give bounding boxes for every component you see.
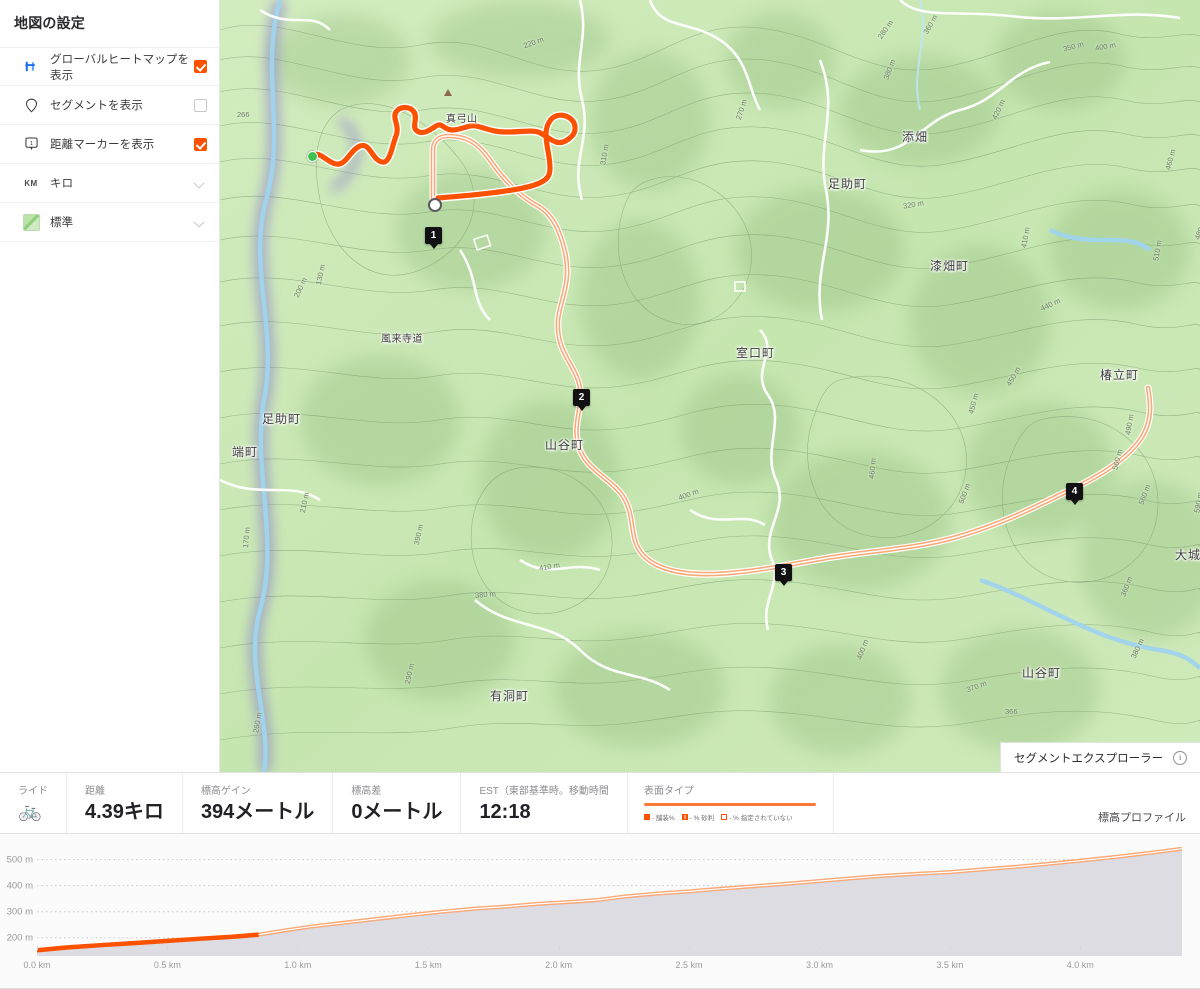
- stat-estimated-time: EST（東部基準時。移動時間 12:18: [461, 773, 628, 833]
- map-terrain-canvas: [220, 0, 1200, 772]
- chart-x-tick-label: 3.0 km: [805, 960, 833, 970]
- chart-x-tick-label: 2.5 km: [675, 960, 703, 970]
- statsbar-spacer: [834, 773, 1098, 833]
- chart-y-tick-label: 300 m: [6, 906, 33, 918]
- route-waypoint-handle[interactable]: [428, 198, 442, 212]
- sidebar-item-units[interactable]: KM キロ: [0, 164, 219, 203]
- global-heatmap-checkbox[interactable]: [194, 60, 207, 73]
- elevation-profile-chart[interactable]: 200 m 300 m 400 m 500 m 0.0 km 0.5 km 1.0 km 1…: [0, 834, 1200, 989]
- km-marker-3[interactable]: 3: [775, 564, 792, 586]
- legend-item-paved: - 舗装%: [643, 812, 675, 822]
- pin-icon: [18, 98, 44, 113]
- chart-x-tick: [37, 946, 38, 950]
- heatmap-icon: [18, 59, 44, 74]
- chart-x-tick: [949, 946, 951, 950]
- elevation-line-paved: [36, 932, 259, 953]
- legend-label: - 舗装%: [651, 815, 675, 822]
- chart-y-tick-label: 200 m: [6, 932, 33, 944]
- chart-x-tick: [558, 946, 560, 950]
- stat-label: ライド: [18, 786, 48, 797]
- sidebar-item-label: キロ: [50, 178, 74, 190]
- settings-list: グローバルヒートマップを表示 セグメントを表示 1: [0, 47, 219, 242]
- chart-x-tick: [819, 946, 821, 950]
- chart-x-tick-label: 3.5 km: [936, 960, 964, 970]
- sidebar-item-segments[interactable]: セグメントを表示: [0, 86, 219, 125]
- stat-activity-type: ライド 🚲: [0, 773, 67, 833]
- sidebar-item-global-heatmap[interactable]: グローバルヒートマップを表示: [0, 47, 219, 86]
- stat-label: 標高ゲイン: [200, 786, 251, 797]
- activity-stats-bar: ライド 🚲 距離 4.39キロ 標高ゲイン 394メートル 標高差 0メートル …: [0, 772, 1200, 834]
- sidebar-item-label: 標準: [50, 217, 74, 229]
- stat-label: 標高差: [351, 786, 382, 797]
- chart-x-tick: [428, 946, 430, 950]
- route-line-paved: [308, 103, 579, 202]
- elevation-profile-title: 標高プロファイル: [1098, 812, 1186, 824]
- elevation-series-svg: [36, 846, 1183, 956]
- segment-explorer-label: セグメントエクスプローラー: [1014, 752, 1164, 765]
- chevron-down-icon[interactable]: [193, 176, 207, 190]
- stat-value: 394メートル: [200, 801, 315, 823]
- map-style-icon: [18, 213, 44, 231]
- unknown-swatch-icon: [721, 814, 728, 820]
- chart-x-tick: [167, 946, 169, 950]
- surface-type-bar: [643, 803, 816, 806]
- stat-value: 12:18: [479, 801, 531, 823]
- gravel-swatch-icon: [681, 814, 688, 820]
- chart-x-tick: [297, 946, 299, 950]
- stat-elevation-difference: 標高差 0メートル: [333, 773, 462, 833]
- km-marker-1[interactable]: 1: [425, 227, 442, 249]
- chart-x-tick-label: 2.0 km: [545, 960, 573, 970]
- svg-text:1: 1: [29, 141, 32, 147]
- chart-plot-area: [36, 844, 1183, 956]
- page-title: 地図の設定: [14, 15, 85, 31]
- chart-x-tick-label: 0.5 km: [153, 960, 181, 970]
- chart-x-tick-label: 1.5 km: [414, 960, 442, 970]
- paved-swatch-icon: [643, 814, 650, 820]
- surface-type-legend: - 舗装% - % 砂利 - % 指定されていない: [643, 812, 817, 822]
- legend-item-gravel: - % 砂利: [681, 812, 715, 822]
- map-settings-sidebar: 地図の設定 グローバルヒートマップを表示: [0, 0, 220, 772]
- segments-checkbox[interactable]: [194, 98, 207, 112]
- chart-x-tick-label: 4.0 km: [1066, 960, 1094, 970]
- stat-distance: 距離 4.39キロ: [67, 773, 183, 833]
- bike-icon: 🚲: [18, 801, 42, 822]
- km-marker-4[interactable]: 4: [1066, 483, 1083, 505]
- km-icon: KM: [24, 178, 38, 188]
- surface-type-panel: 表面タイプ - 舗装% - % 砂利 - % 指定されていない: [628, 773, 834, 833]
- map-viewport[interactable]: 真弓山 添畑 足助町 漆畑町 椿立町 室口町 山谷町 足助町 端町 風来寺道 有洞町 大城 山谷町 22…: [220, 0, 1200, 772]
- segment-explorer-button[interactable]: セグメントエクスプローラー i: [1000, 742, 1200, 772]
- sidebar-item-label: 距離マーカーを表示: [50, 139, 155, 151]
- stat-label: EST（東部基準時。移動時間: [479, 786, 609, 797]
- sidebar-item-map-style[interactable]: 標準: [0, 203, 219, 242]
- distance-markers-checkbox[interactable]: [194, 137, 207, 151]
- peak-triangle-icon: [444, 89, 452, 96]
- chart-y-tick-label: 400 m: [6, 880, 33, 892]
- chart-x-tick: [689, 946, 691, 950]
- chevron-down-icon[interactable]: [193, 215, 207, 229]
- surface-type-title: 表面タイプ: [643, 786, 694, 797]
- legend-item-unknown: - % 指定されていない: [721, 812, 793, 822]
- sidebar-item-distance-markers[interactable]: 1 距離マーカーを表示: [0, 125, 219, 164]
- chart-x-tick-label: 0.0 km: [23, 960, 51, 970]
- legend-label: - % 指定されていない: [729, 815, 793, 822]
- chart-x-tick-label: 1.0 km: [284, 960, 312, 970]
- distance-marker-icon: 1: [18, 137, 44, 151]
- stat-value: 4.39キロ: [85, 801, 164, 823]
- stat-value: 0メートル: [351, 801, 443, 823]
- sidebar-item-label: セグメントを表示: [50, 100, 143, 112]
- stat-elevation-gain: 標高ゲイン 394メートル: [183, 773, 334, 833]
- km-marker-2[interactable]: 2: [573, 389, 590, 411]
- legend-label: - % 砂利: [689, 815, 715, 822]
- route-start-dot[interactable]: [307, 151, 318, 162]
- chart-y-tick-label: 500 m: [6, 854, 33, 866]
- chart-x-tick: [1080, 946, 1082, 950]
- route-line-light: [429, 132, 1154, 578]
- sidebar-item-label: グローバルヒートマップを表示: [50, 53, 190, 82]
- stat-label: 距離: [85, 786, 105, 797]
- info-icon[interactable]: i: [1173, 750, 1188, 765]
